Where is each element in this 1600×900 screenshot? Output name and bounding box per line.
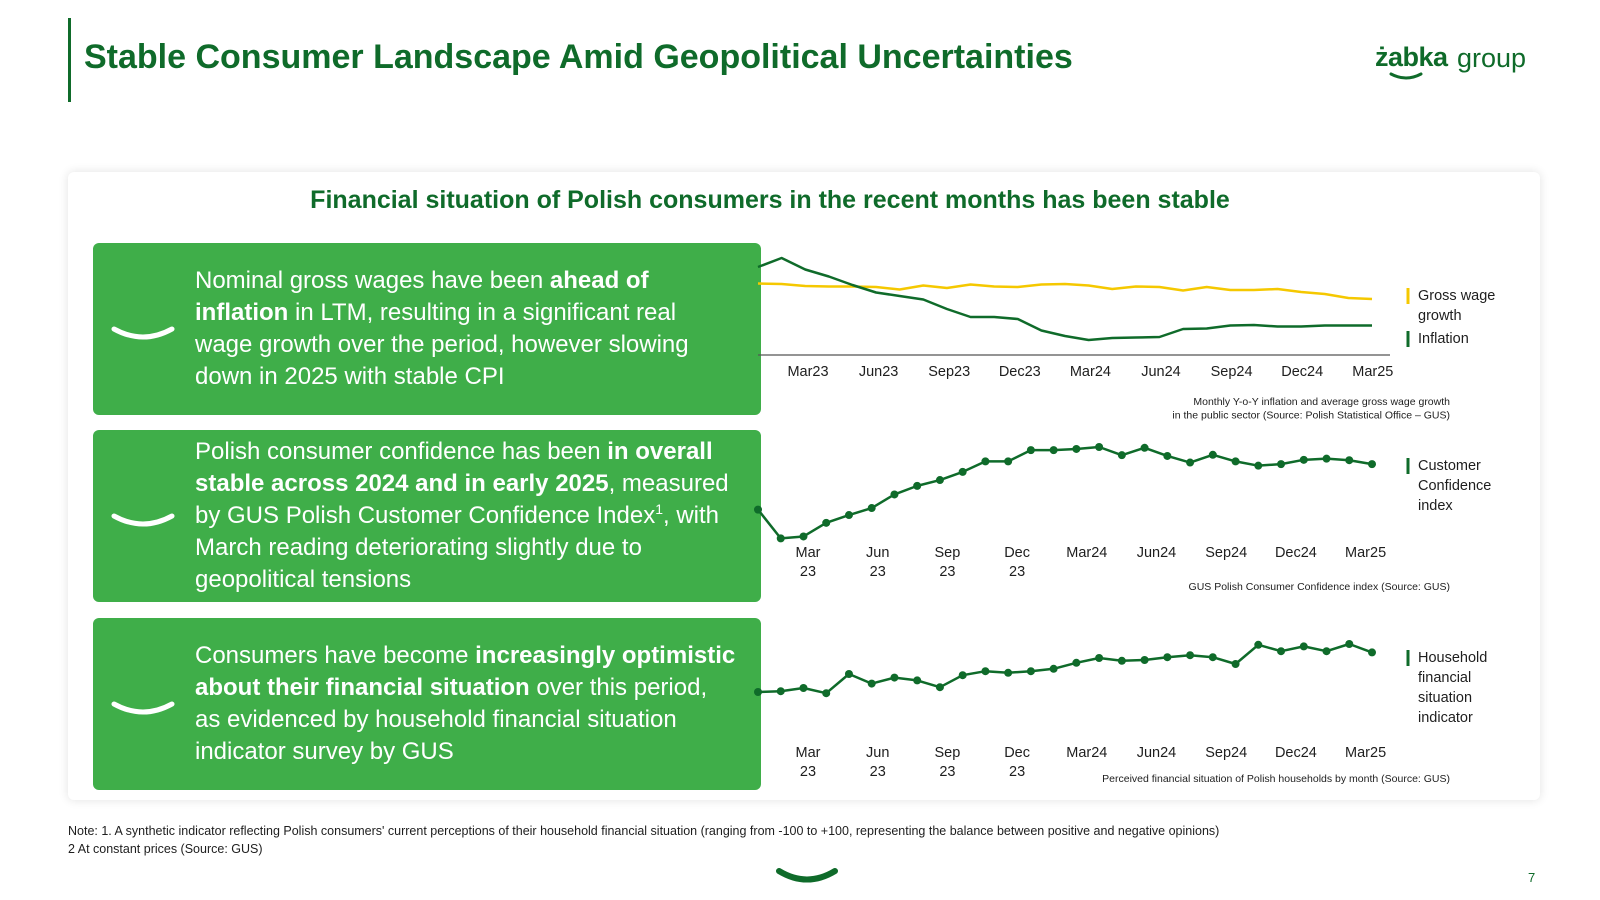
title-accent-bar <box>68 18 71 102</box>
wages-insight-box: Nominal gross wages have been ahead of i… <box>93 243 761 415</box>
emphasis-text: in overall stable across 2024 and in ear… <box>195 438 713 497</box>
page-number: 7 <box>1528 870 1536 885</box>
body-text: , measured by GUS Polish Customer Confid… <box>195 470 729 529</box>
emphasis-text: ahead of inflation <box>195 267 649 326</box>
emphasis-text: increasingly optimistic about their fina… <box>195 642 736 701</box>
smile-icon <box>1389 72 1423 80</box>
footnote: Note: 1. A synthetic indicator reflectin… <box>68 822 1219 858</box>
footnote-line-1: Note: 1. A synthetic indicator reflectin… <box>68 824 1220 838</box>
smile-icon <box>111 513 175 527</box>
footnote-marker: 1 <box>655 501 664 517</box>
page-title: Stable Consumer Landscape Amid Geopoliti… <box>84 38 1073 76</box>
smile-icon <box>111 326 175 340</box>
smile-icon <box>111 701 175 715</box>
body-text: over this period, as evidenced by househ… <box>195 674 708 765</box>
box-text: Polish consumer confidence has been in o… <box>195 436 739 596</box>
body-text: , with March reading deteriorating sligh… <box>195 502 720 593</box>
body-text: Nominal gross wages have been <box>195 267 550 294</box>
body-text: Polish consumer confidence has been <box>195 438 608 465</box>
smile-icon <box>776 868 838 883</box>
body-text: Consumers have become <box>195 642 476 669</box>
logo-brand: żabka <box>1375 42 1448 72</box>
zabka-group-logo: żabka group <box>1375 42 1545 86</box>
logo-suffix: group <box>1457 43 1527 73</box>
box-text: Consumers have become increasingly optim… <box>195 640 739 768</box>
box-text: Nominal gross wages have been ahead of i… <box>195 265 739 393</box>
body-text: in LTM, resulting in a significant real … <box>195 299 689 390</box>
card-title: Financial situation of Polish consumers … <box>310 186 1230 214</box>
confidence-insight-box: Polish consumer confidence has been in o… <box>93 430 761 602</box>
household-insight-box: Consumers have become increasingly optim… <box>93 618 761 790</box>
footnote-line-2: 2 At constant prices (Source: GUS) <box>68 842 263 856</box>
